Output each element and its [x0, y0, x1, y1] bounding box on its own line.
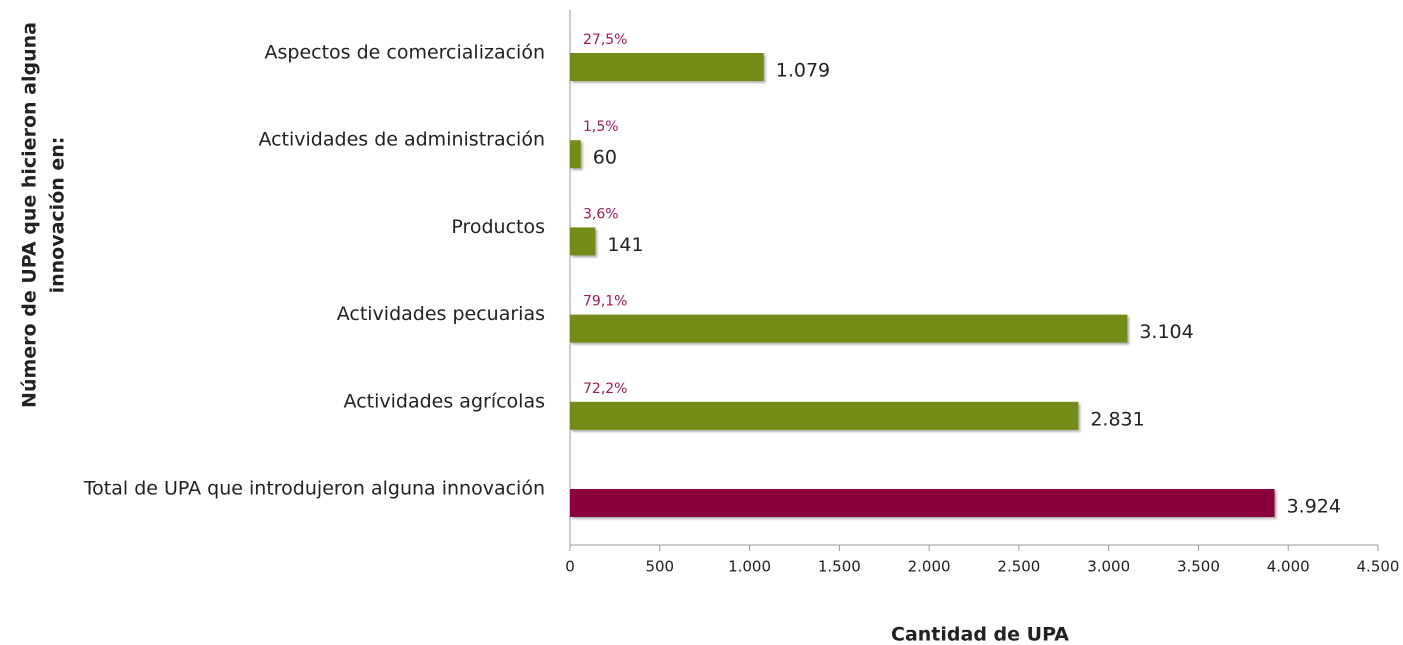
x-tick-label: 2.000: [908, 558, 951, 576]
category-label: Productos: [451, 216, 545, 238]
x-tick-label: 1.000: [728, 558, 771, 576]
percentage-label: 27,5%: [583, 32, 627, 48]
x-tick-label: 0: [565, 558, 575, 576]
y-axis-title: Número de UPA que hicieron alguna innova…: [19, 22, 69, 408]
y-axis-title-line: innovación en:: [47, 137, 69, 294]
value-label: 1.079: [776, 60, 830, 82]
percentage-label: 79,1%: [583, 294, 627, 310]
percentage-label: 1,5%: [583, 119, 619, 135]
bar: [570, 314, 1128, 343]
x-tick-label: 4.500: [1357, 558, 1400, 576]
value-label: 2.831: [1090, 408, 1144, 430]
category-label: Actividades de administración: [258, 129, 545, 151]
bar: [570, 401, 1079, 430]
x-tick-label: 3.500: [1177, 558, 1220, 576]
value-label: 3.104: [1139, 321, 1193, 343]
value-label: 3.924: [1287, 496, 1341, 518]
bar: [570, 140, 581, 169]
percentage-label: 3,6%: [583, 206, 619, 222]
bar: [570, 53, 764, 81]
y-axis-title-line: Número de UPA que hicieron alguna: [19, 22, 41, 408]
category-label: Total de UPA que introdujeron alguna inn…: [83, 478, 545, 500]
value-label: 60: [593, 147, 617, 169]
category-label: Actividades agrícolas: [344, 390, 545, 412]
bar: [570, 227, 596, 256]
category-label: Aspectos de comercialización: [265, 42, 546, 64]
x-tick-label: 2.500: [997, 558, 1040, 576]
category-label: Actividades pecuarias: [337, 303, 545, 325]
percentage-label: 72,2%: [583, 381, 627, 397]
x-tick-label: 4.000: [1267, 558, 1310, 576]
bar: [570, 489, 1275, 517]
x-tick-label: 1.500: [818, 558, 861, 576]
x-axis-title: Cantidad de UPA: [891, 624, 1069, 645]
x-tick-label: 500: [645, 558, 674, 576]
value-label: 141: [607, 234, 643, 256]
x-tick-label: 3.000: [1087, 558, 1130, 576]
